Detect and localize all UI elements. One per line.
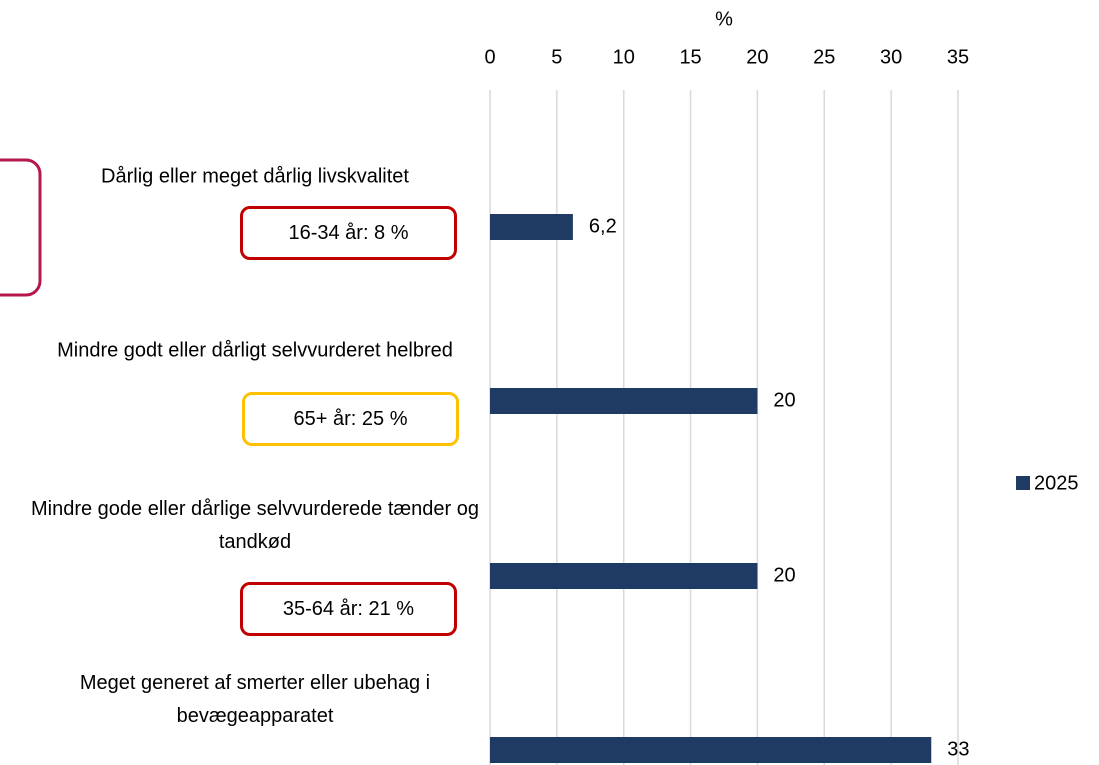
x-tick-label: 30 [880, 46, 902, 68]
annotation: 65+ år: 25 % [242, 392, 459, 446]
x-tick-label: 35 [947, 46, 969, 68]
bar [490, 737, 932, 763]
category-label: Meget generet af smerter eller ubehag i … [79, 672, 431, 727]
decor-box [0, 158, 42, 297]
value-label: 20 [773, 564, 795, 586]
bar [490, 563, 758, 589]
x-tick-label: 15 [679, 46, 701, 68]
legend-swatch [1016, 476, 1030, 490]
x-axis-label: % [715, 8, 733, 30]
value-label: 20 [773, 389, 795, 411]
x-tick-label: 0 [484, 46, 495, 68]
bar [490, 214, 573, 240]
x-tick-label: 10 [613, 46, 635, 68]
annotation: 16-34 år: 8 % [240, 206, 457, 260]
category-label: Mindre godt eller dårligt selvvurderet h… [57, 339, 453, 362]
annotation: 35-64 år: 21 % [240, 582, 457, 636]
x-tick-label: 5 [551, 46, 562, 68]
x-tick-label: 25 [813, 46, 835, 68]
category-label: Dårlig eller meget dårlig livskvalitet [101, 165, 409, 188]
value-label: 33 [947, 738, 969, 760]
x-tick-label: 20 [746, 46, 768, 68]
value-label: 6,2 [589, 215, 617, 237]
category-label: Mindre gode eller dårlige selvvurderede … [30, 498, 480, 553]
bar [490, 388, 758, 414]
legend-label: 2025 [1034, 472, 1079, 494]
